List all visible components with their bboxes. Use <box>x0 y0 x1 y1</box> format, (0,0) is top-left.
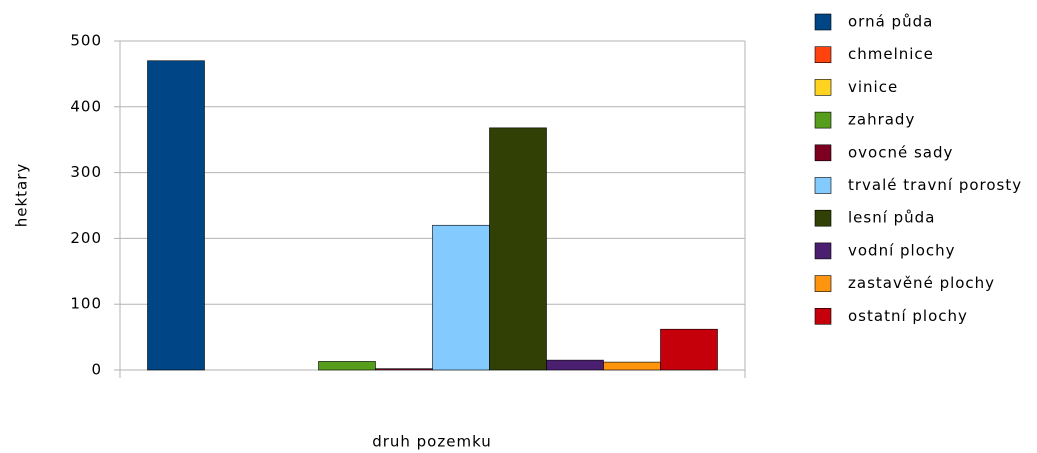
bar <box>147 60 205 371</box>
legend-swatch <box>814 275 832 292</box>
legend-label: chmelnice <box>848 45 934 63</box>
legend-label: lesní půda <box>848 209 935 227</box>
y-tick-label: 100 <box>70 295 102 313</box>
legend-swatch <box>814 242 832 260</box>
y-tick-label: 200 <box>70 229 102 247</box>
bar <box>375 368 433 371</box>
legend-label: vodní plochy <box>848 241 956 259</box>
legend-label: trvalé travní porosty <box>848 176 1022 194</box>
legend-swatch <box>814 307 832 325</box>
legend-label: vinice <box>848 78 898 96</box>
x-axis-label: druh pozemku <box>372 433 492 451</box>
y-axis-label: hektary <box>13 163 31 228</box>
bar <box>660 328 718 371</box>
legend-label: ostatní plochy <box>848 307 968 325</box>
legend-label: orná půda <box>848 13 933 31</box>
bar <box>318 361 376 371</box>
bar <box>432 224 490 371</box>
bar <box>603 361 661 371</box>
legend-swatch <box>814 209 832 227</box>
y-tick-label: 300 <box>70 163 102 181</box>
legend-label: ovocné sady <box>848 143 953 161</box>
legend-label: zastavěné plochy <box>848 274 995 292</box>
legend-swatch <box>814 79 832 96</box>
bar <box>489 127 547 371</box>
legend-label: zahrady <box>848 111 915 129</box>
legend-swatch <box>814 111 832 129</box>
y-tick-label: 500 <box>70 32 102 50</box>
legend-swatch <box>814 177 832 194</box>
legend-swatch <box>814 144 832 162</box>
bar <box>546 359 604 371</box>
legend-swatch <box>814 13 832 31</box>
y-tick-label: 0 <box>91 361 102 379</box>
y-tick-label: 400 <box>70 97 102 115</box>
legend-swatch <box>814 46 832 64</box>
